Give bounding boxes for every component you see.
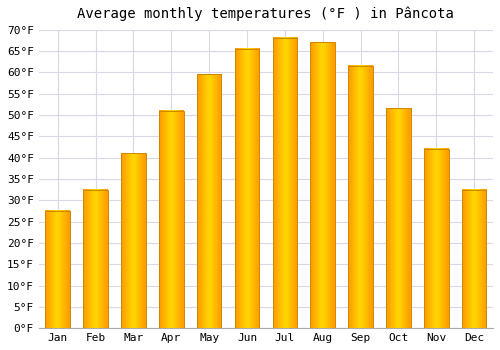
Bar — [84, 190, 108, 328]
Bar — [348, 66, 373, 328]
Bar — [121, 153, 146, 328]
Bar — [197, 74, 222, 328]
Bar — [424, 149, 448, 328]
Title: Average monthly temperatures (°F ) in Pâncota: Average monthly temperatures (°F ) in Pâ… — [78, 7, 454, 21]
Bar — [234, 49, 260, 328]
Bar — [386, 108, 410, 328]
Bar — [462, 190, 486, 328]
Bar — [310, 42, 335, 328]
Bar — [46, 211, 70, 328]
Bar — [272, 38, 297, 328]
Bar — [159, 111, 184, 328]
